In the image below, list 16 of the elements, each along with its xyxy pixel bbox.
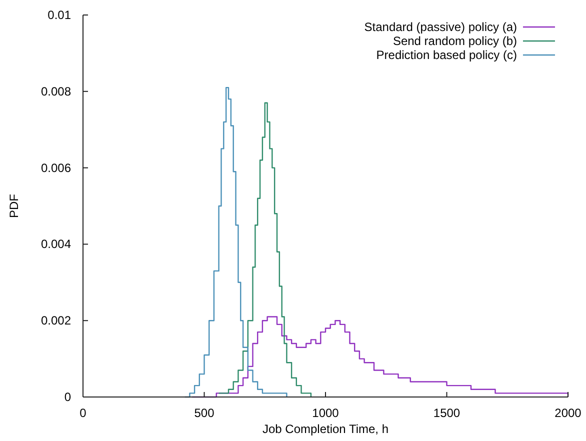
x-axis-title: Job Completion Time, h [262, 422, 389, 436]
y-tick-label: 0.002 [40, 314, 72, 328]
y-tick-label: 0 [64, 390, 72, 404]
y-tick-label: 0.006 [40, 160, 72, 175]
legend-label: Prediction based policy (c) [376, 48, 517, 62]
y-tick-label: 0.008 [40, 84, 72, 98]
x-tick-label: 1500 [433, 406, 460, 420]
legend-label: Standard (passive) policy (a) [364, 20, 517, 34]
y-axis-title: PDF [7, 194, 21, 218]
x-tick-label: 2000 [554, 406, 582, 420]
x-tick-label: 500 [194, 406, 215, 420]
y-tick-label: 0.004 [40, 237, 72, 252]
y-tick-label: 0.01 [48, 8, 72, 22]
legend-label: Send random policy (b) [392, 34, 517, 48]
x-tick-label: 0 [80, 406, 87, 420]
x-tick-label: 1000 [312, 406, 340, 420]
